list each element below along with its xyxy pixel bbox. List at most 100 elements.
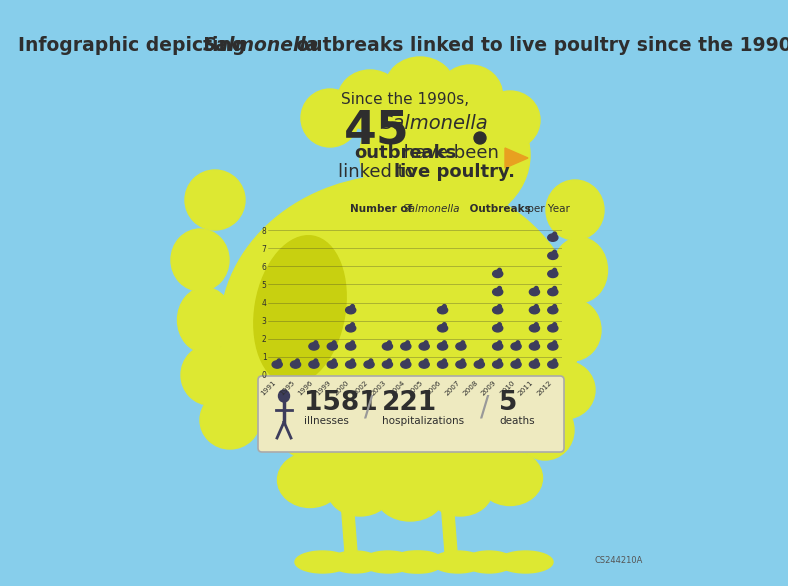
- Ellipse shape: [376, 469, 444, 521]
- Text: have been: have been: [398, 144, 499, 162]
- Ellipse shape: [552, 250, 556, 255]
- Text: 1581: 1581: [304, 390, 377, 416]
- Ellipse shape: [330, 551, 380, 573]
- Text: Salmonella: Salmonella: [203, 36, 319, 55]
- Ellipse shape: [456, 343, 466, 350]
- Ellipse shape: [337, 70, 403, 130]
- Ellipse shape: [492, 325, 503, 332]
- Text: 45: 45: [344, 108, 410, 153]
- Ellipse shape: [181, 345, 239, 405]
- Ellipse shape: [327, 343, 337, 350]
- Text: CS244210A: CS244210A: [595, 556, 643, 565]
- Ellipse shape: [497, 305, 501, 309]
- Text: linked to: linked to: [338, 163, 416, 181]
- Ellipse shape: [530, 361, 540, 368]
- Ellipse shape: [534, 323, 538, 327]
- Ellipse shape: [401, 361, 411, 368]
- Ellipse shape: [535, 361, 595, 419]
- Ellipse shape: [442, 359, 446, 363]
- Ellipse shape: [534, 341, 538, 345]
- Ellipse shape: [419, 361, 429, 368]
- Ellipse shape: [424, 341, 428, 345]
- Ellipse shape: [498, 551, 553, 573]
- Ellipse shape: [497, 323, 501, 327]
- Ellipse shape: [442, 305, 446, 309]
- Ellipse shape: [351, 305, 355, 309]
- Ellipse shape: [333, 341, 336, 345]
- Text: 5: 5: [499, 390, 518, 416]
- Ellipse shape: [333, 359, 336, 363]
- Ellipse shape: [492, 343, 503, 350]
- Polygon shape: [505, 148, 528, 168]
- Ellipse shape: [382, 343, 392, 350]
- Ellipse shape: [497, 341, 501, 345]
- Ellipse shape: [492, 361, 503, 368]
- Text: deaths: deaths: [499, 416, 534, 426]
- Ellipse shape: [419, 343, 429, 350]
- Ellipse shape: [346, 306, 355, 314]
- Ellipse shape: [456, 361, 466, 368]
- Ellipse shape: [464, 551, 514, 573]
- Ellipse shape: [530, 325, 540, 332]
- Ellipse shape: [171, 229, 229, 291]
- Ellipse shape: [346, 361, 355, 368]
- Ellipse shape: [401, 343, 411, 350]
- Ellipse shape: [437, 361, 448, 368]
- Ellipse shape: [530, 343, 540, 350]
- Ellipse shape: [382, 361, 392, 368]
- Ellipse shape: [437, 343, 448, 350]
- Ellipse shape: [516, 341, 520, 345]
- Ellipse shape: [548, 234, 558, 241]
- Ellipse shape: [548, 306, 558, 314]
- Polygon shape: [440, 488, 458, 565]
- Ellipse shape: [346, 343, 355, 350]
- Ellipse shape: [437, 325, 448, 332]
- Ellipse shape: [552, 237, 608, 302]
- Ellipse shape: [388, 341, 391, 345]
- Ellipse shape: [296, 359, 299, 363]
- Ellipse shape: [177, 288, 232, 353]
- Ellipse shape: [362, 551, 414, 573]
- Ellipse shape: [478, 451, 542, 506]
- Ellipse shape: [552, 341, 556, 345]
- Text: outbreaks: outbreaks: [354, 144, 456, 162]
- Ellipse shape: [511, 361, 521, 368]
- Ellipse shape: [552, 359, 556, 363]
- Ellipse shape: [406, 359, 410, 363]
- Text: Salmonella: Salmonella: [381, 114, 489, 133]
- Ellipse shape: [534, 305, 538, 309]
- Ellipse shape: [552, 287, 556, 291]
- Text: illnesses: illnesses: [304, 416, 349, 426]
- Ellipse shape: [314, 359, 318, 363]
- Ellipse shape: [492, 288, 503, 296]
- Ellipse shape: [200, 391, 260, 449]
- Ellipse shape: [437, 65, 503, 125]
- Ellipse shape: [272, 361, 282, 368]
- Text: hospitalizations: hospitalizations: [382, 416, 464, 426]
- Text: Infographic depicting: Infographic depicting: [18, 36, 252, 55]
- Ellipse shape: [511, 343, 521, 350]
- Ellipse shape: [552, 305, 556, 309]
- Text: Outbreaks: Outbreaks: [466, 204, 531, 214]
- Ellipse shape: [291, 361, 300, 368]
- Text: outbreaks linked to live poultry since the 1990s: outbreaks linked to live poultry since t…: [290, 36, 788, 55]
- Ellipse shape: [392, 551, 437, 573]
- Ellipse shape: [328, 464, 392, 516]
- Ellipse shape: [548, 325, 558, 332]
- Ellipse shape: [530, 288, 540, 296]
- Ellipse shape: [548, 343, 558, 350]
- Ellipse shape: [301, 89, 359, 147]
- Ellipse shape: [277, 452, 343, 507]
- Ellipse shape: [492, 306, 503, 314]
- Text: per Year: per Year: [524, 204, 570, 214]
- Ellipse shape: [548, 270, 558, 278]
- Ellipse shape: [534, 287, 538, 291]
- Text: Number of: Number of: [350, 204, 416, 214]
- Ellipse shape: [432, 551, 484, 573]
- Ellipse shape: [552, 268, 556, 273]
- Ellipse shape: [254, 236, 346, 384]
- Ellipse shape: [497, 359, 501, 363]
- Ellipse shape: [309, 343, 319, 350]
- Polygon shape: [340, 488, 358, 565]
- Ellipse shape: [314, 341, 318, 345]
